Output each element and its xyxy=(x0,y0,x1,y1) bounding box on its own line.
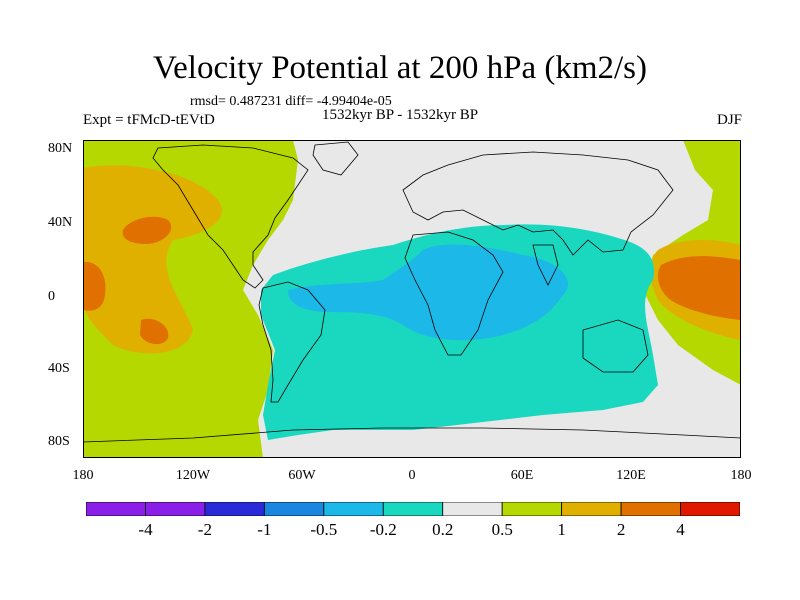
positive-mid-west xyxy=(83,165,222,354)
period-label: 1532kyr BP - 1532kyr BP xyxy=(322,107,479,123)
colorbar-box-7 xyxy=(501,502,563,516)
colorbar xyxy=(86,502,740,516)
x-tick-180e: 180 xyxy=(730,468,752,483)
y-tick-40n: 40N xyxy=(48,215,73,230)
greenland-outline xyxy=(312,141,359,176)
x-tick-60w: 60W xyxy=(288,468,316,483)
colorbar-box-3 xyxy=(263,502,325,516)
south-america-outline xyxy=(258,281,326,403)
positive-strong-west-north xyxy=(122,216,172,245)
y-tick-80s: 80S xyxy=(48,434,70,449)
colorbar-box-0 xyxy=(86,502,146,516)
experiment-label: Expt = tFMcD-tEVtD xyxy=(83,112,215,128)
map-title: Velocity Potential at 200 hPa (km2/s) xyxy=(152,50,648,86)
colorbar-label-3: -0.5 xyxy=(310,520,338,539)
colorbar-box-8 xyxy=(561,502,622,516)
coastlines xyxy=(83,141,741,443)
x-tick-180w: 180 xyxy=(72,468,94,483)
colorbar-box-10 xyxy=(680,502,740,516)
india-outline xyxy=(532,244,559,286)
colorbar-box-5 xyxy=(382,502,444,516)
north-america-outline xyxy=(152,144,309,289)
colorbar-label-5: 0.2 xyxy=(432,520,454,539)
x-tick-120e: 120E xyxy=(616,468,646,483)
positive-strong-west-south xyxy=(140,318,169,345)
season-label: DJF xyxy=(716,112,742,128)
colorbar-label-1: -2 xyxy=(197,520,212,539)
y-tick-40s: 40S xyxy=(48,361,70,376)
positive-strong-east xyxy=(657,256,741,320)
stats-line: rmsd= 0.487231 diff= -4.99404e-05 xyxy=(190,94,392,109)
x-tick-60e: 60E xyxy=(510,468,534,483)
africa-outline xyxy=(404,231,504,356)
x-tick-120w: 120W xyxy=(175,468,211,483)
colorbar-box-1 xyxy=(145,502,206,516)
x-tick-0: 0 xyxy=(408,468,416,483)
colorbar-label-7: 1 xyxy=(557,520,566,539)
negative-mid-region xyxy=(288,244,569,341)
colorbar-box-2 xyxy=(204,502,265,516)
y-tick-0: 0 xyxy=(48,289,55,304)
colorbar-box-6 xyxy=(442,502,503,516)
colorbar-box-4 xyxy=(323,502,384,516)
colorbar-box-9 xyxy=(620,502,681,516)
colorbar-label-2: -1 xyxy=(257,520,272,539)
velocity-potential-map xyxy=(83,140,741,458)
positive-strong-west-eq xyxy=(83,261,106,311)
colorbar-label-9: 4 xyxy=(676,520,685,539)
australia-outline xyxy=(582,319,649,373)
colorbar-label-4: -0.2 xyxy=(369,520,397,539)
antarctica-outline xyxy=(83,427,741,443)
y-tick-80n: 80N xyxy=(48,141,73,156)
colorbar-label-8: 2 xyxy=(616,520,626,539)
europe-asia-outline xyxy=(402,151,674,256)
colorbar-label-0: -4 xyxy=(138,520,153,539)
colorbar-label-6: 0.5 xyxy=(491,520,513,539)
